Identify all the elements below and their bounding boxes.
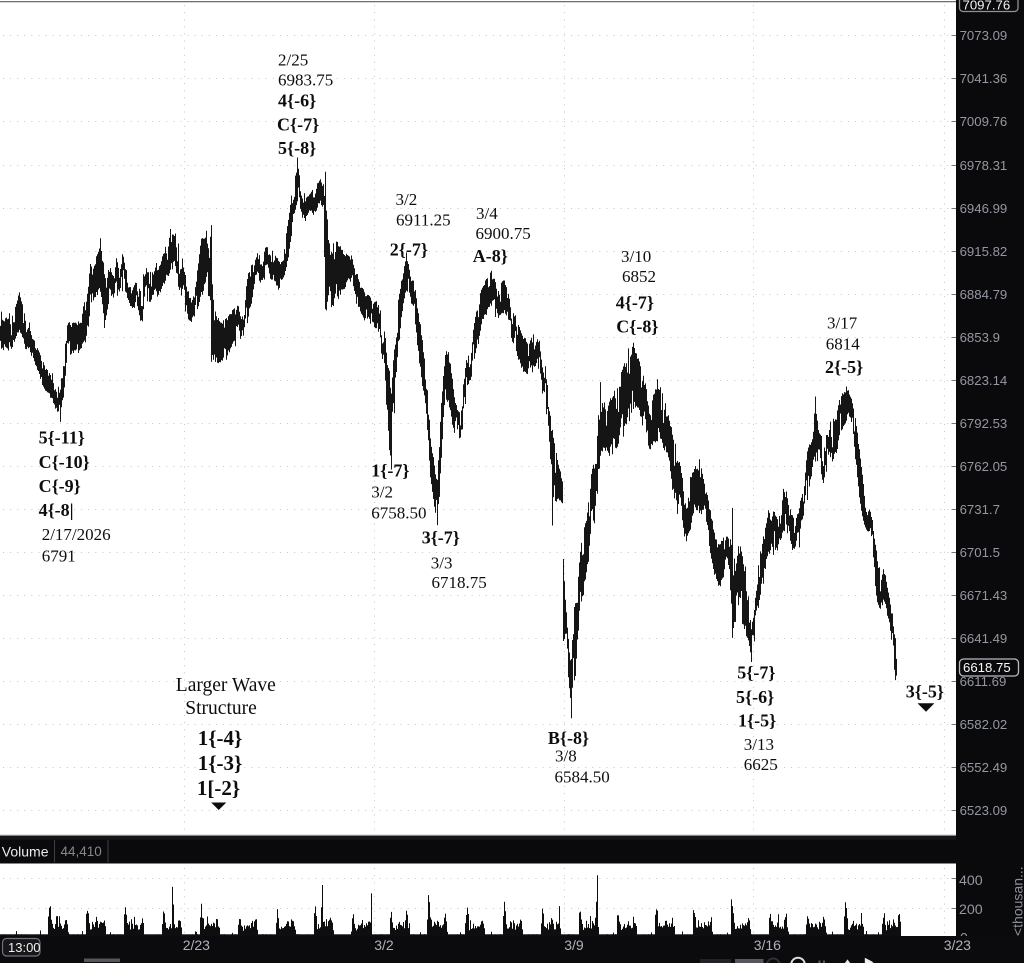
svg-text:400: 400 bbox=[959, 873, 983, 889]
svg-text:1{-5}: 1{-5} bbox=[738, 710, 776, 730]
svg-text:3/13: 3/13 bbox=[744, 735, 774, 754]
svg-text:6814: 6814 bbox=[826, 334, 861, 353]
svg-text:6853.9: 6853.9 bbox=[960, 330, 1000, 345]
svg-text:6758.50: 6758.50 bbox=[371, 504, 426, 523]
svg-text:C{-8}: C{-8} bbox=[616, 317, 658, 337]
svg-text:6701.5: 6701.5 bbox=[960, 545, 1000, 560]
svg-text:3/16: 3/16 bbox=[754, 937, 781, 953]
svg-text:3/2: 3/2 bbox=[374, 937, 394, 953]
svg-text:6718.75: 6718.75 bbox=[432, 573, 487, 592]
svg-text:1{-3}: 1{-3} bbox=[198, 751, 243, 775]
svg-text:6641.49: 6641.49 bbox=[960, 631, 1008, 646]
svg-text:13:00: 13:00 bbox=[8, 940, 41, 955]
svg-text:6852: 6852 bbox=[622, 267, 656, 286]
svg-text:7097.76: 7097.76 bbox=[963, 0, 1011, 13]
svg-text:7009.76: 7009.76 bbox=[960, 114, 1008, 129]
svg-text:3/23: 3/23 bbox=[944, 937, 971, 953]
svg-text:Volume: Volume bbox=[2, 844, 49, 860]
svg-text:C{-10}: C{-10} bbox=[39, 452, 90, 472]
svg-text:6884.79: 6884.79 bbox=[960, 287, 1008, 302]
svg-text:6900.75: 6900.75 bbox=[476, 224, 531, 243]
svg-text:3/2: 3/2 bbox=[396, 190, 418, 209]
svg-text:3/9: 3/9 bbox=[564, 937, 584, 953]
svg-text:6731.7: 6731.7 bbox=[960, 502, 1000, 517]
svg-text:6611.69: 6611.69 bbox=[960, 674, 1007, 689]
svg-text:C{-7}: C{-7} bbox=[277, 115, 319, 135]
svg-text:6625: 6625 bbox=[744, 755, 778, 774]
svg-text:6791: 6791 bbox=[42, 547, 76, 566]
svg-text:5{-7}: 5{-7} bbox=[737, 662, 775, 682]
svg-text:6946.99: 6946.99 bbox=[960, 201, 1008, 216]
svg-text:2{-5}: 2{-5} bbox=[825, 357, 863, 377]
svg-text:3{-5}: 3{-5} bbox=[906, 682, 944, 702]
svg-text:6792.53: 6792.53 bbox=[960, 416, 1008, 431]
svg-text:3/2: 3/2 bbox=[371, 482, 393, 501]
svg-text:3{-7}: 3{-7} bbox=[422, 527, 460, 547]
svg-text:Larger Wave: Larger Wave bbox=[176, 675, 276, 696]
svg-text:6552.49: 6552.49 bbox=[960, 760, 1008, 775]
svg-text:6983.75: 6983.75 bbox=[278, 71, 333, 90]
svg-text:C{-9}: C{-9} bbox=[39, 476, 81, 496]
svg-text:A-8}: A-8} bbox=[473, 246, 508, 266]
svg-text:1[-2}: 1[-2} bbox=[197, 776, 240, 800]
svg-text:6915.82: 6915.82 bbox=[960, 244, 1008, 259]
svg-text:6911.25: 6911.25 bbox=[396, 211, 451, 230]
svg-text:4{-6}: 4{-6} bbox=[278, 90, 316, 110]
svg-text:5{-8}: 5{-8} bbox=[278, 138, 316, 158]
svg-text:4{-8|: 4{-8| bbox=[39, 500, 74, 520]
svg-text:3/3: 3/3 bbox=[431, 553, 453, 572]
svg-text:2{-7}: 2{-7} bbox=[390, 240, 428, 260]
svg-text:5{-11}: 5{-11} bbox=[39, 428, 85, 448]
svg-text:44,410: 44,410 bbox=[61, 844, 102, 859]
svg-text:4{-7}: 4{-7} bbox=[616, 293, 654, 313]
svg-text:7041.36: 7041.36 bbox=[960, 71, 1008, 86]
svg-text:3/4: 3/4 bbox=[476, 204, 498, 223]
svg-text:3/10: 3/10 bbox=[621, 247, 651, 266]
svg-text:B{-8}: B{-8} bbox=[548, 728, 589, 748]
svg-text:3/8: 3/8 bbox=[555, 747, 577, 766]
svg-text:6584.50: 6584.50 bbox=[555, 767, 610, 786]
svg-text:Structure: Structure bbox=[185, 698, 256, 719]
svg-text:6582.02: 6582.02 bbox=[960, 717, 1008, 732]
svg-text:6978.31: 6978.31 bbox=[960, 158, 1008, 173]
svg-text:6762.05: 6762.05 bbox=[960, 459, 1008, 474]
svg-text:5{-6}: 5{-6} bbox=[736, 687, 774, 707]
svg-text:200: 200 bbox=[959, 902, 983, 918]
svg-text:6671.43: 6671.43 bbox=[960, 588, 1008, 603]
svg-text:2/17/2026: 2/17/2026 bbox=[42, 525, 111, 544]
svg-text:7073.09: 7073.09 bbox=[960, 28, 1008, 43]
svg-text:1{-7}: 1{-7} bbox=[371, 460, 409, 480]
svg-text:2/25: 2/25 bbox=[278, 50, 308, 69]
svg-text:6523.09: 6523.09 bbox=[960, 803, 1008, 818]
svg-text:3/17: 3/17 bbox=[827, 314, 858, 333]
svg-text:2/23: 2/23 bbox=[183, 937, 210, 953]
svg-text:6823.14: 6823.14 bbox=[960, 373, 1008, 388]
svg-text:1{-4}: 1{-4} bbox=[198, 726, 243, 750]
svg-text:6618.75: 6618.75 bbox=[963, 660, 1011, 675]
svg-text:<thousan...: <thousan... bbox=[1009, 866, 1024, 936]
